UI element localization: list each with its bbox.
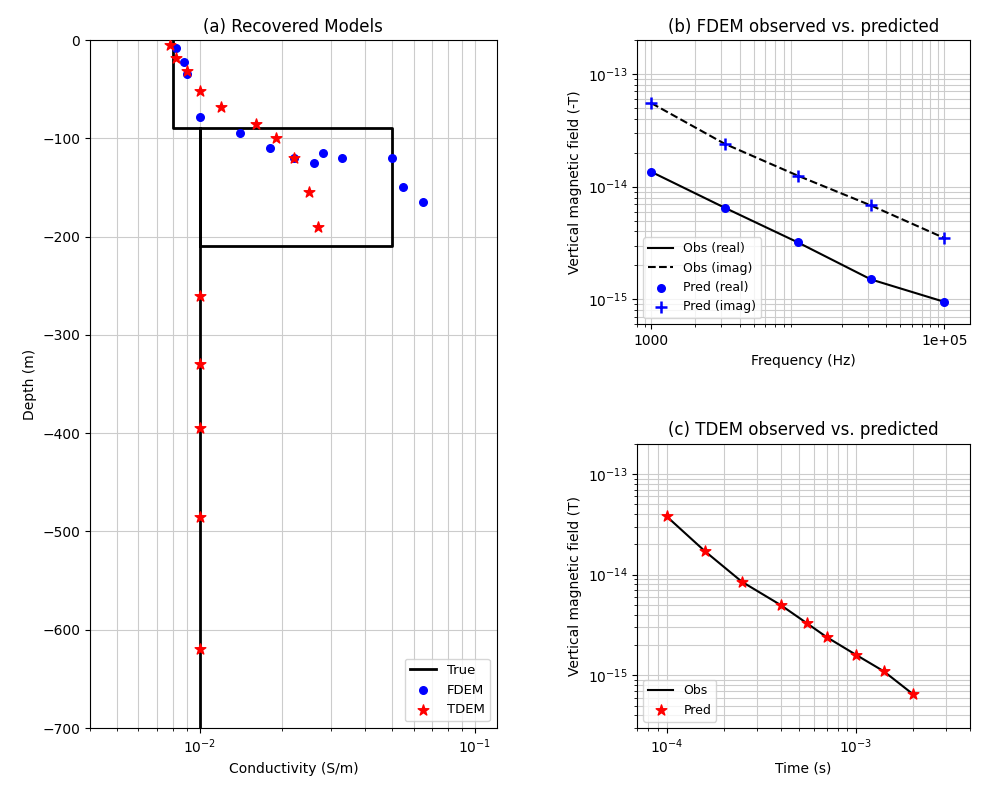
Pred — [734, 575, 750, 588]
Pred (imag) — [790, 170, 806, 182]
Pred (real) — [863, 273, 879, 286]
True — [386, 242, 398, 251]
FDEM — [395, 181, 411, 194]
Pred — [773, 598, 789, 611]
TDEM — [192, 422, 208, 434]
Legend: Obs, Pred: Obs, Pred — [643, 679, 716, 722]
Obs (imag) — [938, 233, 950, 242]
Obs — [699, 546, 711, 556]
Line: True: True — [173, 40, 392, 728]
Obs (real) — [938, 297, 950, 306]
TDEM — [301, 186, 317, 198]
X-axis label: Time (s): Time (s) — [775, 762, 832, 776]
Pred (real) — [643, 166, 659, 178]
Obs — [801, 618, 813, 628]
FDEM — [415, 196, 431, 209]
FDEM — [179, 68, 195, 81]
True — [194, 124, 206, 134]
Pred (real) — [936, 295, 952, 308]
Pred (real) — [790, 236, 806, 249]
Obs (real) — [792, 238, 804, 247]
FDEM — [286, 151, 302, 164]
TDEM — [192, 510, 208, 523]
Obs — [850, 650, 862, 660]
Y-axis label: Vertical magnetic field (T): Vertical magnetic field (T) — [568, 496, 582, 676]
FDEM — [315, 146, 331, 159]
Obs — [907, 690, 919, 699]
Legend: Obs (real), Obs (imag), Pred (real), Pred (imag): Obs (real), Obs (imag), Pred (real), Pre… — [643, 238, 761, 318]
TDEM — [192, 85, 208, 98]
Title: (b) FDEM observed vs. predicted: (b) FDEM observed vs. predicted — [668, 18, 939, 36]
FDEM — [334, 151, 350, 164]
Obs (imag) — [792, 171, 804, 181]
Obs (real) — [865, 274, 877, 284]
True — [386, 124, 398, 134]
Obs — [821, 632, 833, 642]
FDEM — [384, 151, 400, 164]
FDEM — [232, 127, 248, 140]
Pred — [876, 665, 892, 678]
Y-axis label: Vertical magnetic field (-T): Vertical magnetic field (-T) — [568, 90, 582, 274]
TDEM — [192, 643, 208, 656]
Pred — [905, 688, 921, 701]
Pred (real) — [717, 202, 733, 214]
FDEM — [192, 110, 208, 123]
Y-axis label: Depth (m): Depth (m) — [23, 349, 37, 419]
FDEM — [262, 142, 278, 154]
Title: (a) Recovered Models: (a) Recovered Models — [203, 18, 383, 36]
TDEM — [168, 51, 184, 64]
X-axis label: Frequency (Hz): Frequency (Hz) — [751, 354, 856, 367]
TDEM — [268, 132, 284, 145]
TDEM — [179, 65, 195, 78]
Pred — [659, 510, 675, 522]
Pred (imag) — [643, 97, 659, 110]
Pred — [819, 630, 835, 643]
Obs (real) — [719, 203, 731, 213]
Title: (c) TDEM observed vs. predicted: (c) TDEM observed vs. predicted — [668, 422, 939, 439]
Pred (imag) — [936, 231, 952, 244]
True — [194, 242, 206, 251]
FDEM — [168, 42, 184, 54]
True — [194, 723, 206, 733]
Obs (imag) — [865, 201, 877, 210]
Obs (real) — [645, 167, 657, 177]
True — [167, 124, 179, 134]
TDEM — [310, 220, 326, 233]
True — [194, 124, 206, 134]
Pred — [697, 545, 713, 558]
Obs — [775, 600, 787, 610]
True — [167, 35, 179, 45]
Obs (imag) — [645, 98, 657, 108]
Pred (imag) — [717, 138, 733, 150]
Line: Obs (imag): Obs (imag) — [651, 103, 944, 238]
TDEM — [192, 358, 208, 370]
TDEM — [286, 151, 302, 164]
X-axis label: Conductivity (S/m): Conductivity (S/m) — [229, 762, 358, 776]
Pred — [848, 649, 864, 662]
Obs — [878, 666, 890, 676]
TDEM — [248, 117, 264, 130]
FDEM — [176, 55, 192, 68]
Line: Obs: Obs — [667, 516, 913, 694]
Legend: True, FDEM, TDEM: True, FDEM, TDEM — [405, 658, 490, 722]
Obs (imag) — [719, 139, 731, 149]
Obs — [736, 577, 748, 586]
Obs — [661, 511, 673, 521]
Pred — [799, 617, 815, 630]
TDEM — [213, 101, 229, 114]
FDEM — [306, 157, 322, 170]
TDEM — [192, 289, 208, 302]
TDEM — [162, 38, 178, 51]
Pred (imag) — [863, 199, 879, 212]
Line: Obs (real): Obs (real) — [651, 172, 944, 302]
